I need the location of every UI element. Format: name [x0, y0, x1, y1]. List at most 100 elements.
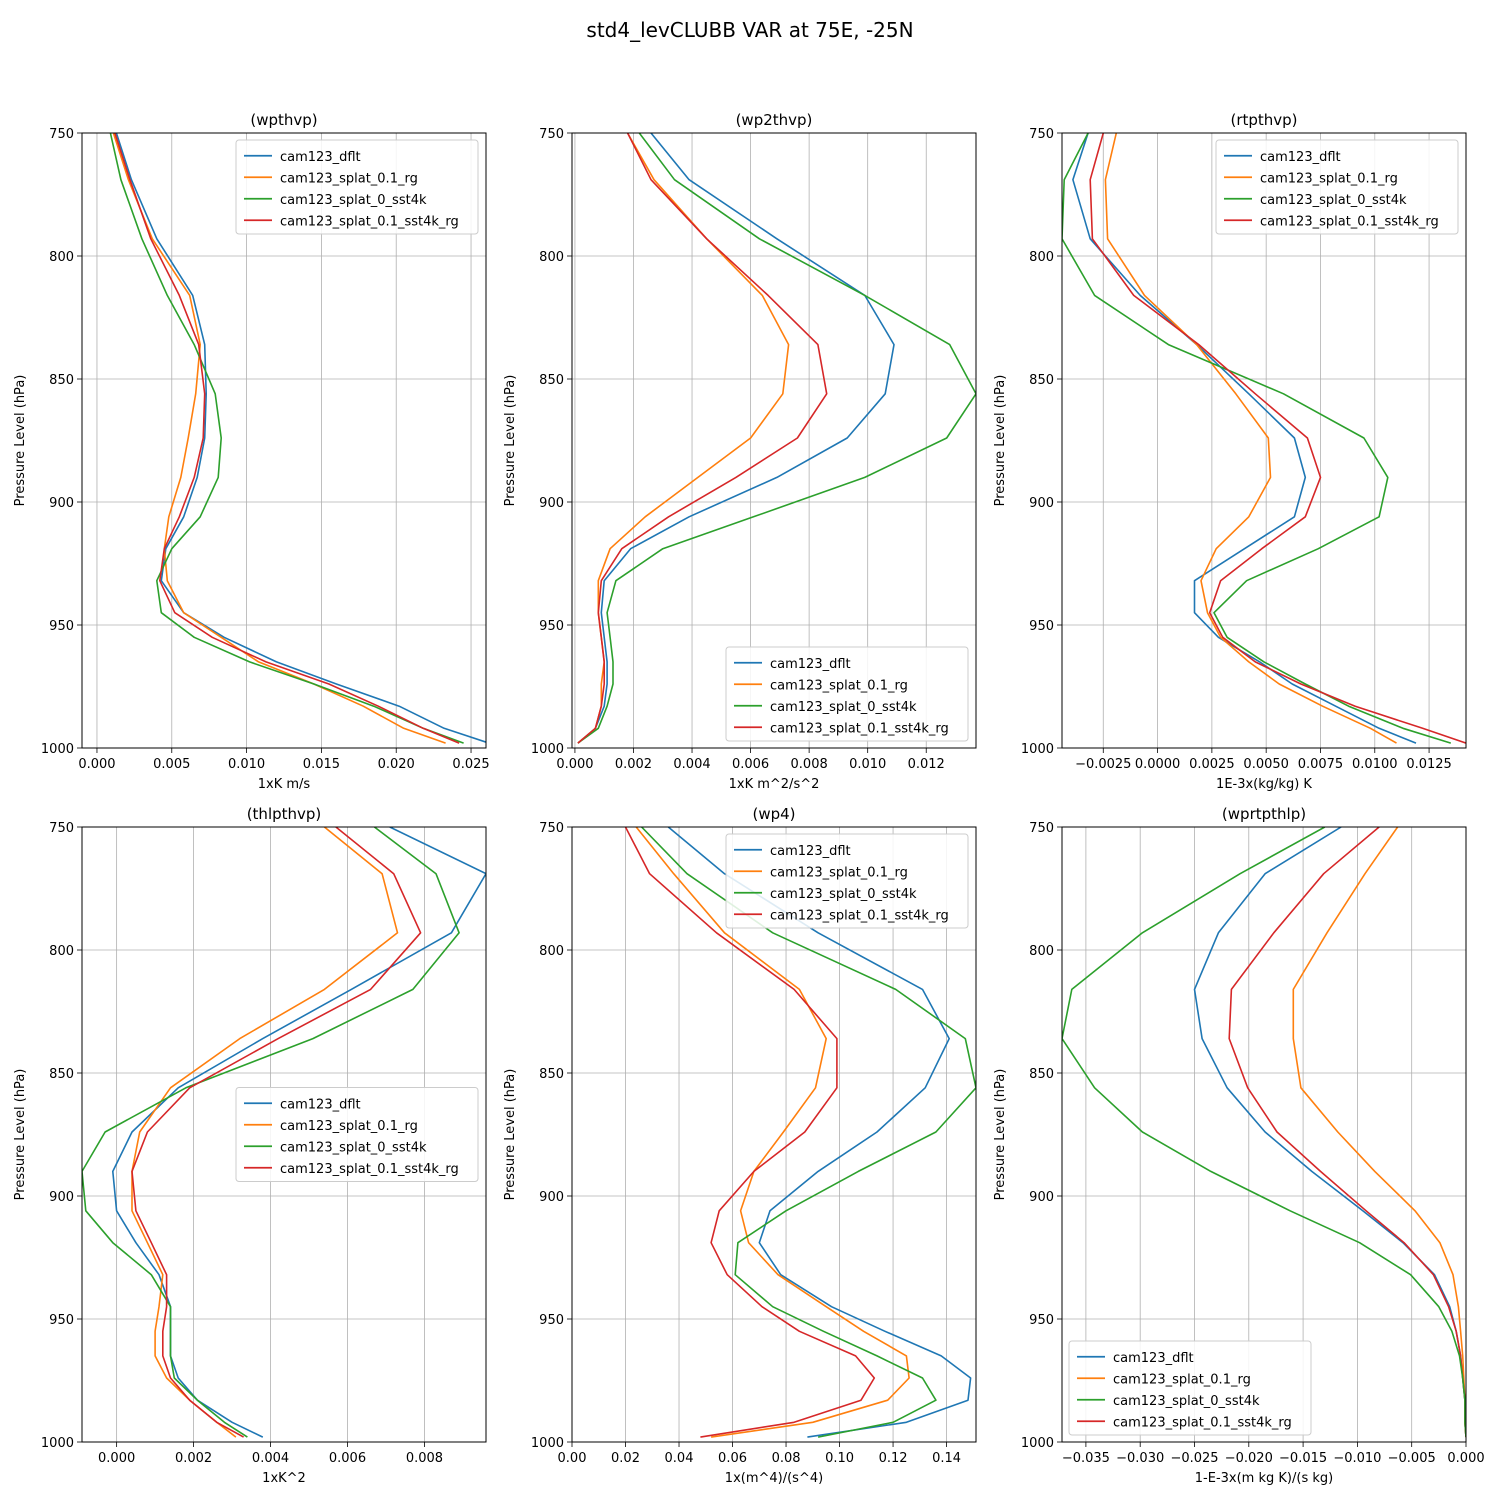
subplot-title: (wpthvp): [250, 111, 317, 129]
series-line-cam123-dflt: [1072, 133, 1417, 744]
series-line-cam123-splat-0-sst4k: [1062, 827, 1466, 1438]
x-tick-label: 0.0025: [1189, 757, 1235, 772]
gridlines: [1062, 132, 1466, 749]
subplot-title: (wp4): [752, 805, 795, 823]
x-tick-label: 0.000: [98, 1451, 135, 1466]
legend-label-cam123-splat-0-sst4k: cam123_splat_0_sst4k: [280, 1140, 427, 1155]
x-tick-label: −0.035: [1062, 1451, 1110, 1466]
x-tick-label: 0.006: [732, 757, 769, 772]
subplot-wp4: 0.00 0.02 0.04 0.06 0.08 0.10 0.12 0.14 750 800 85…: [503, 805, 977, 1486]
x-tick-label: −0.030: [1116, 1451, 1164, 1466]
x-tick-label: 0.000: [78, 757, 115, 772]
x-axis-label: 1E-3x(kg/kg) K: [1216, 777, 1312, 792]
x-tick-label: 0.0000: [1135, 757, 1181, 772]
legend-label-cam123-splat-0-1-rg: cam123_splat_0.1_rg: [770, 678, 908, 693]
x-tick-label: 0.015: [303, 757, 340, 772]
series-line-cam123-splat-0-1-sst4k-rg: [577, 133, 828, 744]
legend-label-cam123-splat-0-1-sst4k-rg: cam123_splat_0.1_sst4k_rg: [770, 908, 949, 923]
legend-box: [725, 646, 969, 742]
series-line-cam123-splat-0-sst4k: [109, 133, 464, 744]
legend-label-cam123-splat-0-1-sst4k-rg: cam123_splat_0.1_sst4k_rg: [1113, 1415, 1292, 1430]
legend-label-cam123-dflt: cam123_dflt: [770, 844, 851, 859]
y-tick-label: 800: [539, 250, 564, 265]
y-tick-label: 850: [539, 1067, 564, 1082]
series-line-cam123-splat-0-1-sst4k-rg: [1089, 133, 1466, 744]
series-group: [1062, 827, 1466, 1438]
x-tick-label: −0.025: [1170, 1451, 1218, 1466]
x-tick-label: 0.020: [378, 757, 415, 772]
legend-label-cam123-splat-0-sst4k: cam123_splat_0_sst4k: [770, 700, 917, 715]
x-tick-label: 0.008: [406, 1451, 443, 1466]
legend-label-cam123-dflt: cam123_dflt: [280, 1097, 361, 1112]
legend-label-cam123-dflt: cam123_dflt: [1260, 150, 1341, 165]
subplot-title: (wp2thvp): [736, 111, 813, 129]
y-axis-label: Pressure Level (hPa): [993, 1069, 1008, 1201]
x-tick-label: 0.008: [791, 757, 828, 772]
x-tick-label: 0.002: [175, 1451, 212, 1466]
x-tick-label: −0.015: [1279, 1451, 1327, 1466]
legend-label-cam123-splat-0-1-sst4k-rg: cam123_splat_0.1_sst4k_rg: [770, 721, 949, 736]
axes-frame: [571, 132, 977, 749]
x-tick-label: 0.06: [718, 1451, 747, 1466]
y-axis-label: Pressure Level (hPa): [503, 1069, 518, 1201]
series-line-cam123-splat-0-sst4k: [641, 827, 976, 1438]
x-axis-label: 1xK^2: [262, 1471, 306, 1486]
y-tick-label: 950: [539, 1313, 564, 1328]
series-group: [1062, 133, 1466, 744]
y-tick-label: 900: [539, 1190, 564, 1205]
subplot-wp2thvp: 0.000 0.002 0.004 0.006 0.008 0.010 0.012 750 80…: [503, 111, 977, 792]
legend-label-cam123-splat-0-sst4k: cam123_splat_0_sst4k: [770, 887, 917, 902]
series-group: [624, 827, 976, 1438]
legend-label-cam123-splat-0-1-sst4k-rg: cam123_splat_0.1_sst4k_rg: [280, 214, 459, 229]
legend: cam123_dflt cam123_splat_0.1_rg cam123_spl…: [725, 646, 969, 742]
legend-label-cam123-splat-0-1-rg: cam123_splat_0.1_rg: [1113, 1372, 1251, 1387]
x-tick-label: 0.002: [615, 757, 652, 772]
y-tick-label: 1000: [531, 1436, 564, 1451]
x-tick-label: 0.04: [665, 1451, 694, 1466]
series-line-cam123-dflt: [577, 133, 895, 744]
y-tick-label: 800: [49, 944, 74, 959]
series-line-cam123-splat-0-sst4k: [577, 133, 976, 744]
x-tick-label: 0.000: [1447, 1451, 1484, 1466]
y-tick-label: 900: [49, 1190, 74, 1205]
y-tick-label: 1000: [41, 742, 74, 757]
figure-title: std4_levCLUBB VAR at 75E, -25N: [586, 18, 913, 42]
axes-frame: [81, 826, 487, 1443]
series-line-cam123-splat-0-1-sst4k-rg: [114, 133, 460, 744]
series-line-cam123-dflt: [112, 827, 486, 1438]
series-group: [109, 133, 486, 744]
x-axis-label: 1-E-3x(m kg K)/(s kg): [1195, 1471, 1333, 1486]
legend-label-cam123-dflt: cam123_dflt: [280, 150, 361, 165]
legend-label-cam123-splat-0-1-sst4k-rg: cam123_splat_0.1_sst4k_rg: [1260, 214, 1439, 229]
legend-label-cam123-splat-0-1-rg: cam123_splat_0.1_rg: [1260, 171, 1398, 186]
legend-label-cam123-splat-0-1-sst4k-rg: cam123_splat_0.1_sst4k_rg: [280, 1162, 459, 1177]
y-tick-label: 900: [1029, 1190, 1054, 1205]
subplot-title: (wprtpthlp): [1222, 805, 1306, 823]
series-line-cam123-splat-0-1-sst4k-rg: [624, 827, 876, 1438]
legend-label-cam123-splat-0-1-rg: cam123_splat_0.1_rg: [770, 865, 908, 880]
axes-frame: [1061, 132, 1467, 749]
series-line-cam123-dflt: [667, 827, 972, 1438]
x-tick-label: −0.005: [1388, 1451, 1436, 1466]
y-tick-label: 900: [1029, 496, 1054, 511]
y-tick-label: 850: [49, 1067, 74, 1082]
y-tick-label: 850: [1029, 373, 1054, 388]
axes-frame: [571, 826, 977, 1443]
subplot-grid: 0.000 0.005 0.010 0.015 0.020 0.025 750 800 850 9…: [13, 111, 1485, 1486]
subplot-title: (rtpthvp): [1230, 111, 1297, 129]
y-tick-label: 900: [539, 496, 564, 511]
x-axis-label: 1x(m^4)/(s^4): [725, 1471, 823, 1486]
x-tick-label: 0.00: [558, 1451, 587, 1466]
series-line-cam123-splat-0-1-rg: [577, 133, 790, 744]
x-tick-label: 0.0100: [1352, 757, 1398, 772]
y-tick-label: 850: [539, 373, 564, 388]
y-tick-label: 750: [1029, 821, 1054, 836]
y-tick-label: 800: [1029, 250, 1054, 265]
series-group: [577, 133, 976, 744]
y-tick-label: 950: [539, 619, 564, 634]
x-tick-label: 0.02: [611, 1451, 640, 1466]
legend: cam123_dflt cam123_splat_0.1_rg cam123_spl…: [725, 833, 969, 929]
y-axis-label: Pressure Level (hPa): [993, 375, 1008, 507]
y-tick-label: 1000: [531, 742, 564, 757]
